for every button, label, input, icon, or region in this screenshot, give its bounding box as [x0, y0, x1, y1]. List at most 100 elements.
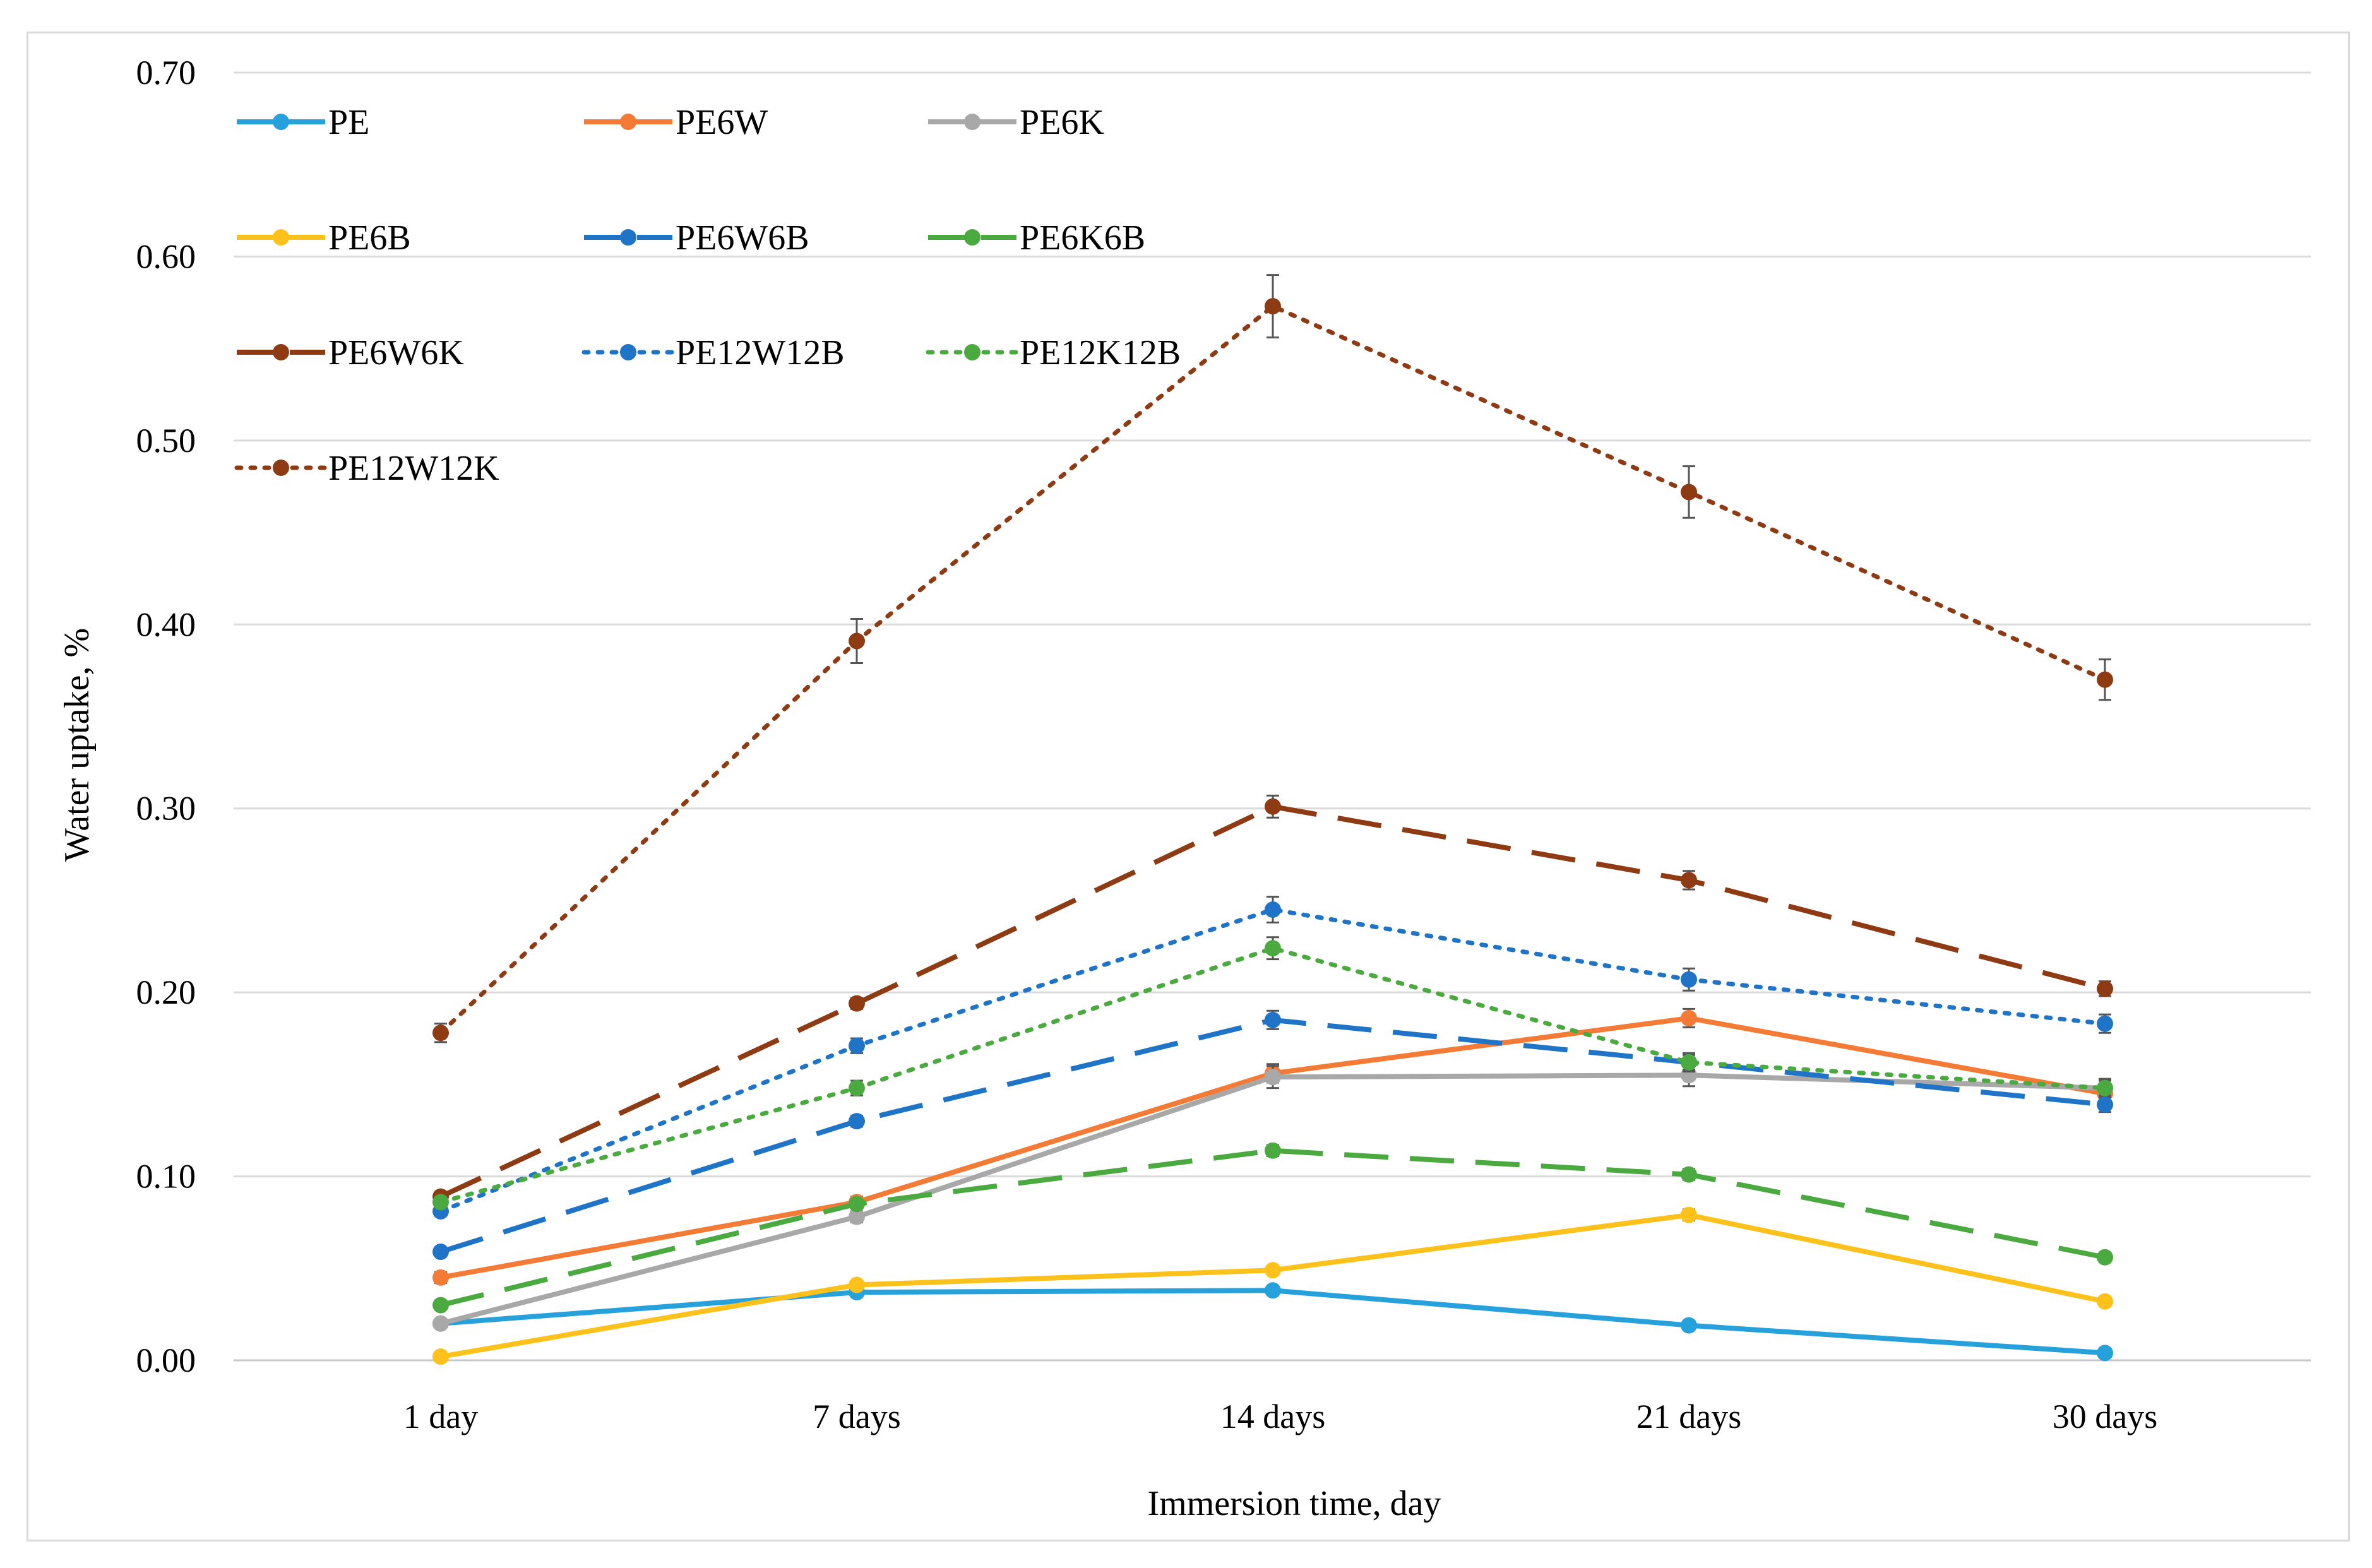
series-pe12w12k	[432, 274, 2113, 1043]
legend: PE PE6W PE6K PE6B PE6W6B PE6K6B PE6W6K PE12W12B…	[234, 103, 1181, 488]
legend-label: PE6W	[676, 103, 768, 142]
legend-label: PE6K6B	[1020, 218, 1145, 258]
legend-item-pe12k12b: PE12K12B	[926, 333, 1181, 372]
data-point	[432, 1348, 449, 1365]
y-tick-label: 0.00	[136, 1341, 196, 1379]
legend-item-pe: PE	[237, 103, 369, 142]
data-point	[1265, 1011, 1281, 1028]
x-axis-title: Immersion time, day	[1147, 1484, 1441, 1523]
legend-item-pe6k6b: PE6K6B	[928, 218, 1145, 258]
series-line	[438, 907, 2107, 1214]
legend-marker	[620, 344, 636, 360]
data-point	[1681, 1166, 1697, 1183]
y-tick-label: 0.70	[136, 54, 196, 92]
data-point	[432, 1194, 449, 1211]
y-tick-label: 0.20	[136, 973, 196, 1011]
data-point	[849, 1037, 865, 1054]
data-point	[849, 1113, 865, 1130]
legend-marker	[964, 229, 980, 246]
x-axis-tick-labels: 1 day 7 days 14 days 21 days 30 days	[403, 1398, 2157, 1435]
legend-item-pe6w6k: PE6W6K	[237, 333, 464, 372]
data-point	[1265, 1069, 1281, 1086]
legend-item-pe6w: PE6W	[584, 103, 768, 142]
data-point	[432, 1297, 449, 1314]
legend-marker	[273, 229, 289, 246]
x-tick-label: 21 days	[1636, 1398, 1741, 1435]
legend-label: PE6W6K	[328, 333, 464, 372]
data-point	[2097, 1249, 2113, 1266]
legend-label: PE6K	[1020, 103, 1104, 142]
legend-label: PE6B	[328, 218, 411, 258]
legend-marker	[964, 114, 980, 130]
data-point	[1681, 1206, 1697, 1223]
data-point	[432, 1025, 449, 1042]
data-point	[1681, 872, 1697, 889]
data-point	[1265, 940, 1281, 957]
data-point	[2097, 1015, 2113, 1032]
legend-marker	[964, 344, 980, 360]
data-point	[2097, 1345, 2113, 1362]
data-point	[1265, 298, 1281, 315]
y-tick-label: 0.50	[136, 422, 196, 460]
series-line	[440, 1288, 2106, 1356]
data-point	[1681, 1009, 1697, 1026]
data-point	[1265, 1282, 1281, 1299]
y-tick-label: 0.30	[136, 790, 196, 828]
legend-item-pe12w12k: PE12W12K	[234, 449, 499, 488]
series-pe12k12b	[432, 936, 2113, 1211]
y-tick-label: 0.40	[136, 605, 196, 643]
legend-label: PE12K12B	[1020, 333, 1181, 372]
series-pe	[432, 1282, 2113, 1362]
legend-item-pe12w12b: PE12W12B	[581, 333, 845, 372]
x-tick-label: 14 days	[1220, 1398, 1325, 1435]
series-line	[439, 804, 2106, 1199]
legend-item-pe6b: PE6B	[237, 218, 411, 258]
legend-label: PE12W12B	[676, 333, 845, 372]
data-point	[849, 1079, 865, 1096]
data-point	[849, 1196, 865, 1213]
legend-item-pe6k: PE6K	[928, 103, 1104, 142]
legend-marker	[620, 114, 636, 130]
series-pe6k6b	[432, 1142, 2113, 1314]
data-point	[2097, 671, 2113, 688]
data-point	[1681, 484, 1697, 501]
data-point	[849, 1276, 865, 1293]
data-point	[849, 1208, 865, 1225]
data-point	[1681, 1054, 1697, 1071]
x-tick-label: 1 day	[403, 1398, 478, 1435]
legend-item-pe6w6b: PE6W6B	[584, 218, 809, 258]
y-axis-title: Water uptake, %	[57, 628, 97, 862]
data-point	[1265, 798, 1281, 815]
data-point	[849, 633, 865, 650]
data-point	[1265, 1262, 1281, 1279]
legend-marker	[273, 114, 289, 130]
y-tick-label: 0.10	[136, 1158, 196, 1196]
series-pe6b	[432, 1206, 2113, 1365]
data-point	[1681, 971, 1697, 988]
x-tick-label: 7 days	[813, 1398, 900, 1435]
series-pe6w6k	[432, 794, 2113, 1205]
legend-label: PE6W6B	[676, 218, 809, 258]
y-tick-label: 0.60	[136, 237, 196, 275]
data-point	[432, 1315, 449, 1332]
legend-marker	[273, 344, 289, 360]
data-point	[432, 1269, 449, 1286]
legend-marker	[273, 460, 289, 476]
data-point	[1681, 1317, 1697, 1334]
data-point	[2097, 1096, 2113, 1113]
data-point	[2097, 1293, 2113, 1310]
data-point	[1265, 901, 1281, 918]
data-point	[432, 1244, 449, 1261]
data-point	[2097, 1079, 2113, 1096]
data-point	[1265, 1142, 1281, 1159]
series-line	[440, 1148, 2106, 1308]
data-point	[849, 995, 865, 1012]
x-tick-label: 30 days	[2053, 1398, 2157, 1435]
legend-marker	[620, 229, 636, 246]
grid-lines	[234, 71, 2311, 1362]
series-line	[439, 1017, 2106, 1254]
series-line	[438, 304, 2107, 1035]
data-point	[2097, 980, 2113, 997]
legend-label: PE12W12K	[328, 449, 499, 488]
